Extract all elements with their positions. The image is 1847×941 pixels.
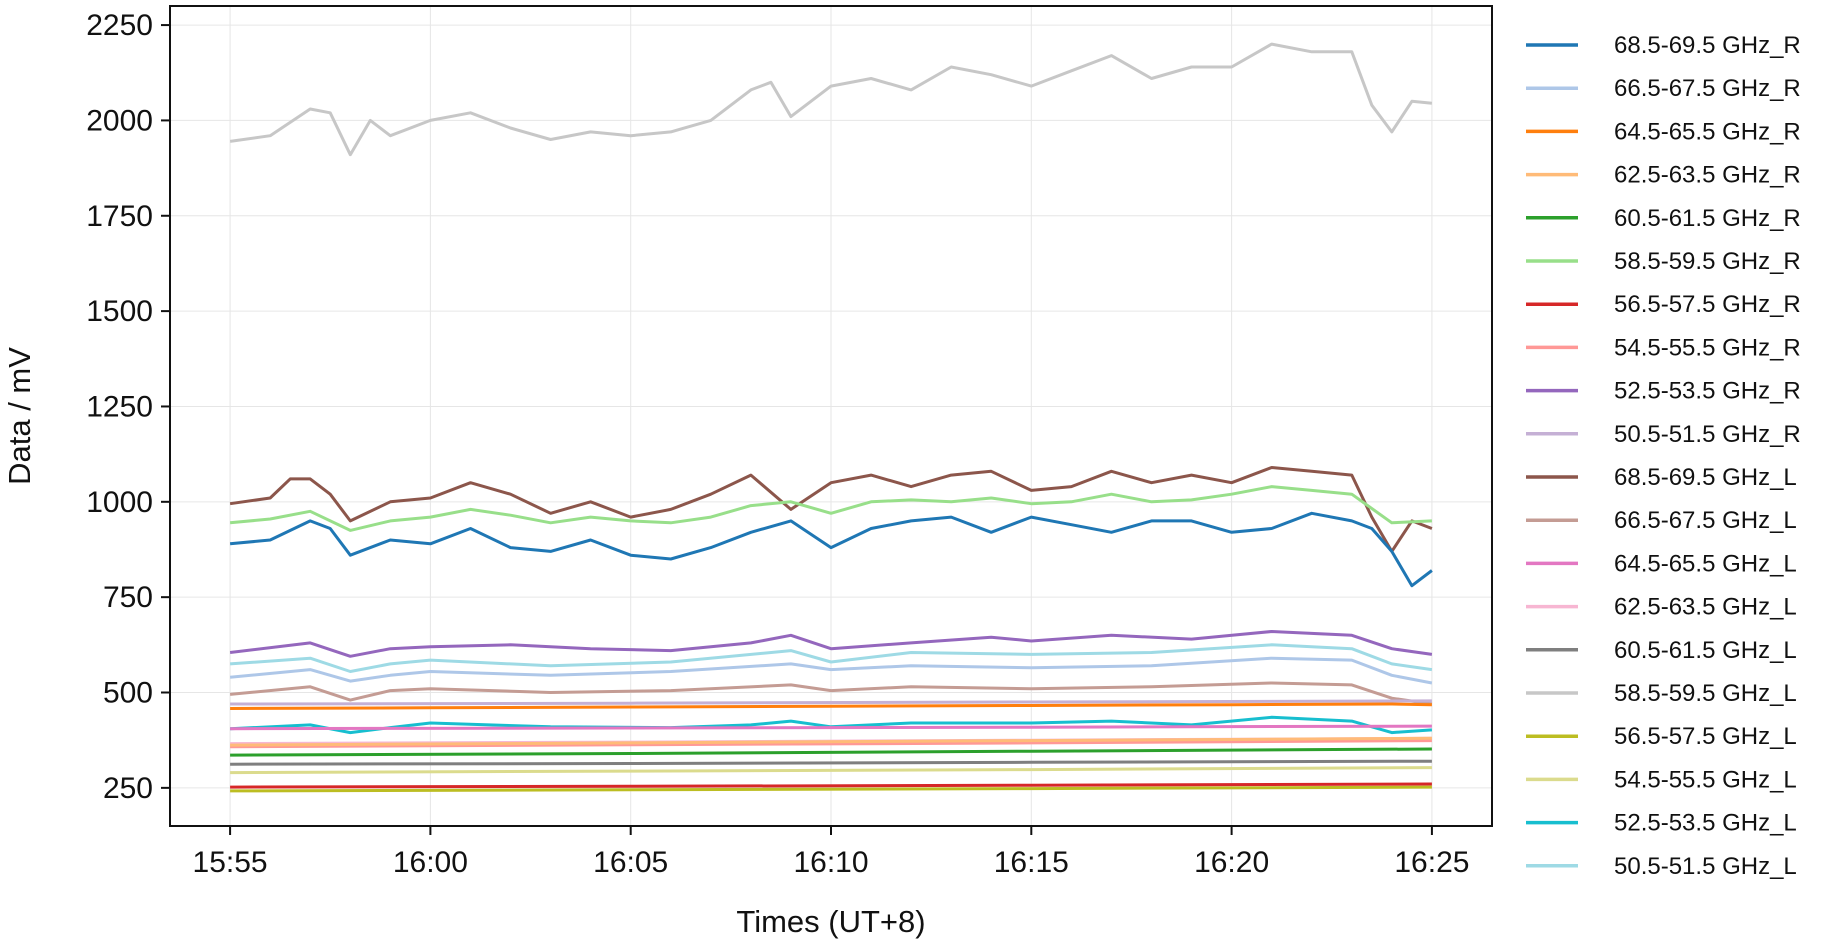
legend-label: 68.5-69.5 GHz_R <box>1614 32 1801 59</box>
legend-label: 64.5-65.5 GHz_L <box>1614 550 1797 577</box>
y-axis-title: Data / mV <box>2 347 37 485</box>
legend-entry: 66.5-67.5 GHz_R <box>1526 75 1801 102</box>
legend-entry: 58.5-59.5 GHz_L <box>1526 680 1797 707</box>
x-tick-label: 15:55 <box>193 846 268 879</box>
x-tick-label: 16:25 <box>1394 846 1469 879</box>
legend-label: 54.5-55.5 GHz_L <box>1614 766 1797 793</box>
legend-entry: 66.5-67.5 GHz_L <box>1526 507 1797 534</box>
x-tick-label: 16:05 <box>593 846 668 879</box>
legend-label: 66.5-67.5 GHz_L <box>1614 507 1797 534</box>
series-line-66-5-67-5-ghz-r <box>229 656 1433 685</box>
legend-label: 60.5-61.5 GHz_R <box>1614 205 1801 232</box>
series-lines <box>229 42 1433 793</box>
legend-label: 56.5-57.5 GHz_R <box>1614 291 1801 318</box>
legend-entry: 52.5-53.5 GHz_R <box>1526 378 1801 405</box>
legend-label: 56.5-57.5 GHz_L <box>1614 723 1797 750</box>
series-line-50-5-51-5-ghz-r <box>230 699 1432 706</box>
y-tick-label: 500 <box>103 677 153 710</box>
legend-label: 64.5-65.5 GHz_R <box>1614 118 1801 145</box>
series-line-58-5-59-5-ghz-l <box>229 42 1433 157</box>
legend-entry: 54.5-55.5 GHz_R <box>1526 334 1801 361</box>
series-line-58-5-59-5-ghz-r <box>229 485 1432 532</box>
series-line-64-5-65-5-ghz-l <box>230 724 1432 731</box>
x-tick-label: 16:20 <box>1194 846 1269 879</box>
y-tick-label: 750 <box>103 581 153 614</box>
series-line-60-5-61-5-ghz-l <box>230 759 1432 766</box>
legend-label: 54.5-55.5 GHz_R <box>1614 334 1801 361</box>
legend-label: 58.5-59.5 GHz_L <box>1614 680 1797 707</box>
series-line-66-5-67-5-ghz-l <box>229 681 1433 706</box>
legend-entry: 60.5-61.5 GHz_R <box>1526 205 1801 232</box>
legend-label: 62.5-63.5 GHz_L <box>1614 594 1797 621</box>
x-tick-label: 16:10 <box>793 846 868 879</box>
x-tick-label: 16:00 <box>393 846 468 879</box>
x-tick-label: 16:15 <box>994 846 1069 879</box>
legend-entry: 52.5-53.5 GHz_L <box>1526 810 1797 837</box>
legend-label: 60.5-61.5 GHz_L <box>1614 637 1797 664</box>
legend-label: 62.5-63.5 GHz_R <box>1614 162 1801 189</box>
y-tick-label: 2000 <box>86 104 153 137</box>
legend-entry: 68.5-69.5 GHz_L <box>1526 464 1797 491</box>
series-line-50-5-51-5-ghz-l <box>229 643 1433 673</box>
series-line-62-5-63-5-ghz-r <box>230 736 1432 747</box>
legend-entry: 68.5-69.5 GHz_R <box>1526 32 1801 59</box>
y-tick-label: 1750 <box>86 200 153 233</box>
legend-label: 58.5-59.5 GHz_R <box>1614 248 1801 275</box>
legend-entry: 62.5-63.5 GHz_R <box>1526 162 1801 189</box>
legend-label: 50.5-51.5 GHz_R <box>1614 421 1801 448</box>
y-tick-label: 1000 <box>86 486 153 519</box>
legend-entry: 56.5-57.5 GHz_L <box>1526 723 1797 750</box>
legend-entry: 58.5-59.5 GHz_R <box>1526 248 1801 275</box>
y-tick-label: 2250 <box>86 9 153 42</box>
series-line-68-5-69-5-ghz-l <box>229 466 1433 553</box>
series-line-54-5-55-5-ghz-r <box>230 739 1432 749</box>
legend-entry: 62.5-63.5 GHz_L <box>1526 594 1797 621</box>
y-tick-label: 1500 <box>86 295 153 328</box>
legend-entry: 50.5-51.5 GHz_L <box>1526 853 1797 880</box>
series-line-68-5-69-5-ghz-r <box>229 511 1433 588</box>
y-tick-label: 1250 <box>86 390 153 423</box>
legend-label: 68.5-69.5 GHz_L <box>1614 464 1797 491</box>
legend-label: 52.5-53.5 GHz_L <box>1614 810 1797 837</box>
legend: 68.5-69.5 GHz_R 66.5-67.5 GHz_R 64.5-65.5 … <box>1526 32 1801 880</box>
legend-entry: 50.5-51.5 GHz_R <box>1526 421 1801 448</box>
series-line-54-5-55-5-ghz-l <box>230 766 1432 775</box>
legend-entry: 64.5-65.5 GHz_R <box>1526 118 1801 145</box>
x-axis-title: Times (UT+8) <box>736 904 925 939</box>
series-line-60-5-61-5-ghz-r <box>230 747 1432 757</box>
legend-entry: 60.5-61.5 GHz_L <box>1526 637 1797 664</box>
legend-label: 52.5-53.5 GHz_R <box>1614 378 1801 405</box>
series-line-56-5-57-5-ghz-l <box>230 785 1432 793</box>
legend-label: 50.5-51.5 GHz_L <box>1614 853 1797 880</box>
legend-entry: 64.5-65.5 GHz_L <box>1526 550 1797 577</box>
legend-entry: 56.5-57.5 GHz_R <box>1526 291 1801 318</box>
series-line-64-5-65-5-ghz-r <box>230 702 1432 710</box>
y-tick-label: 250 <box>103 772 153 805</box>
series-line-52-5-53-5-ghz-r <box>229 630 1433 658</box>
legend-entry: 54.5-55.5 GHz_L <box>1526 766 1797 793</box>
series-line-56-5-57-5-ghz-r <box>230 782 1432 789</box>
axis-ticks: 250 500 750 1000 1250 1500 1750 2000 2250 15:55 16… <box>86 9 1469 879</box>
legend-label: 66.5-67.5 GHz_R <box>1614 75 1801 102</box>
